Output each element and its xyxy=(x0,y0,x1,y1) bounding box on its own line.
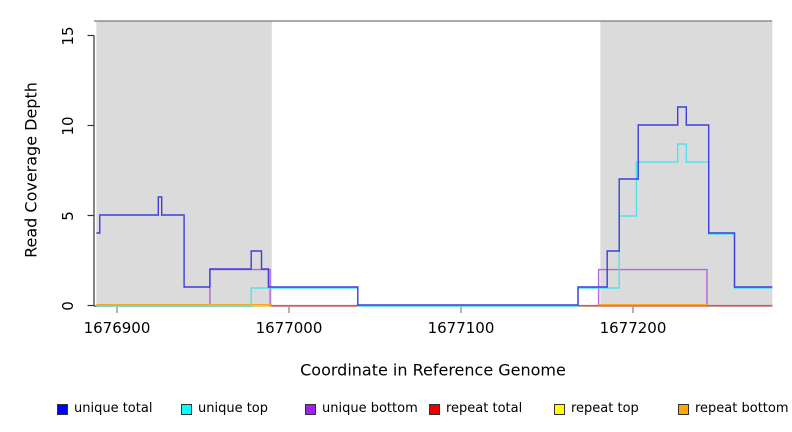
y-tick-label: 5 xyxy=(59,210,77,221)
x-axis-label: Coordinate in Reference Genome xyxy=(300,360,566,380)
x-tick-label: 1677100 xyxy=(427,319,495,337)
y-tick-label: 10 xyxy=(59,115,77,136)
y-tick-label: 15 xyxy=(59,25,77,46)
x-tick-label: 1677200 xyxy=(599,319,667,337)
repeat-region-right xyxy=(600,21,773,306)
series-unique-total xyxy=(96,106,773,306)
y-axis-label: Read Coverage Depth xyxy=(21,82,41,258)
x-tick-label: 1676900 xyxy=(83,319,151,337)
y-tick-label: 0 xyxy=(59,300,77,311)
x-tick-label: 1677000 xyxy=(255,319,323,337)
